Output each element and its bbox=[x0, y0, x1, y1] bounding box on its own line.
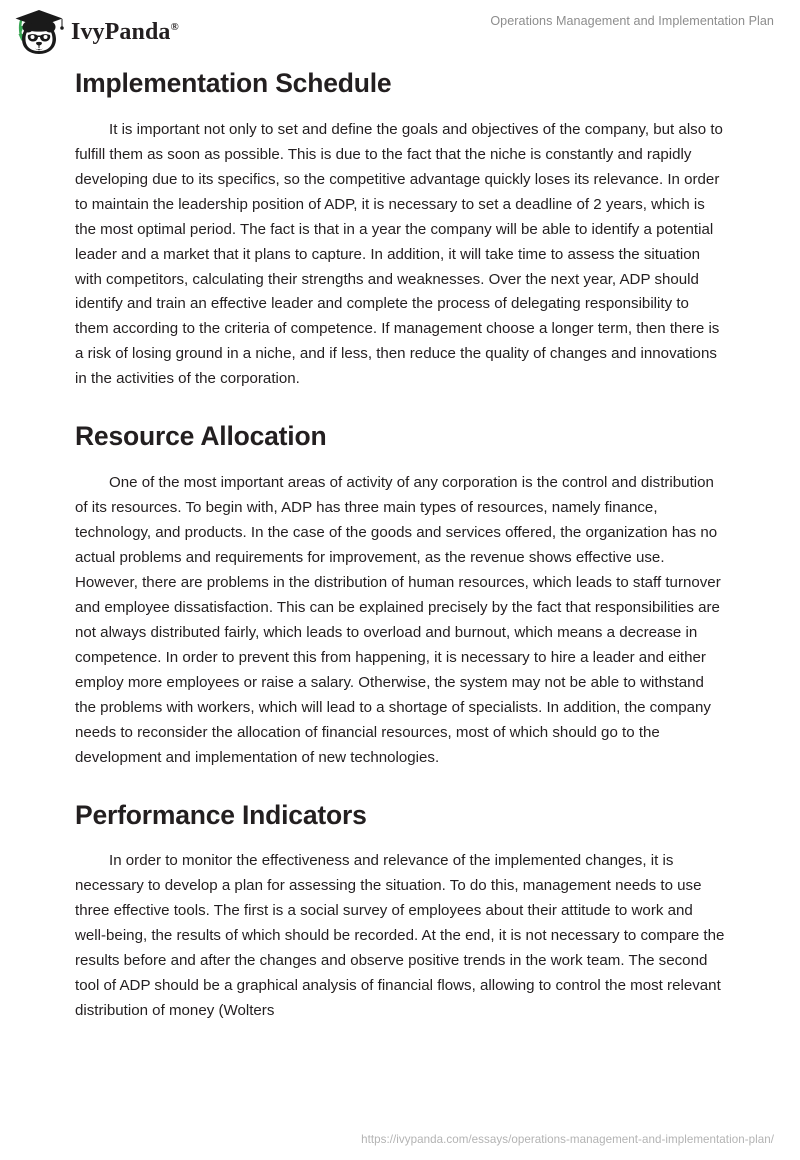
section-paragraph: One of the most important areas of activ… bbox=[75, 474, 721, 766]
section-heading: Implementation Schedule bbox=[75, 68, 392, 98]
section-paragraph: In order to monitor the effectiveness an… bbox=[75, 852, 725, 1020]
brand-name: IvyPanda® bbox=[71, 19, 179, 45]
section-heading: Resource Allocation bbox=[75, 421, 327, 452]
document-title: Operations Management and Implementation… bbox=[490, 14, 774, 28]
section-heading: Performance Indicators bbox=[75, 799, 367, 830]
section-implementation-schedule: Implementation Schedule It is important … bbox=[75, 68, 725, 392]
document-content: Implementation Schedule It is important … bbox=[75, 68, 725, 1024]
registered-mark: ® bbox=[170, 21, 179, 33]
page-footer: https://ivypanda.com/essays/operations-m… bbox=[0, 1114, 800, 1160]
page-header: IvyPanda® Operations Management and Impl… bbox=[0, 0, 800, 62]
section-paragraph: It is important not only to set and defi… bbox=[75, 120, 723, 388]
source-url-link[interactable]: https://ivypanda.com/essays/operations-m… bbox=[361, 1133, 774, 1146]
section-resource-allocation: Resource Allocation One of the most impo… bbox=[75, 421, 725, 770]
brand-logo[interactable]: IvyPanda® bbox=[14, 9, 179, 55]
panda-graduation-cap-logo-icon bbox=[15, 10, 64, 54]
section-performance-indicators: Performance Indicators In order to monit… bbox=[75, 800, 725, 1024]
